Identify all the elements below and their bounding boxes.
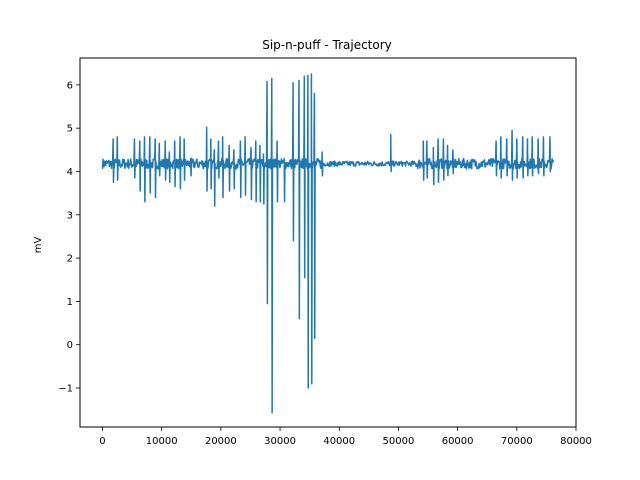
y-tick-label: 0 [67, 340, 73, 351]
y-tick-label: 2 [67, 254, 73, 265]
y-tick-label: 6 [67, 80, 73, 91]
x-tick-label: 60000 [442, 436, 474, 447]
x-tick-label: 50000 [383, 436, 415, 447]
chart-title: Sip-n-puff - Trajectory [262, 38, 392, 52]
x-tick-label: 0 [99, 436, 105, 447]
y-tick-label: −1 [58, 384, 73, 395]
y-tick-label: 3 [67, 210, 73, 221]
x-tick-label: 40000 [323, 436, 355, 447]
x-tick-label: 20000 [205, 436, 237, 447]
y-tick-label: 1 [67, 297, 73, 308]
y-axis-label: mV [33, 237, 44, 254]
y-tick-label: 4 [67, 167, 73, 178]
y-tick-label: 5 [67, 124, 73, 135]
x-tick-label: 10000 [146, 436, 178, 447]
x-tick-label: 80000 [560, 436, 592, 447]
x-tick-label: 70000 [501, 436, 533, 447]
x-tick-label: 30000 [264, 436, 296, 447]
